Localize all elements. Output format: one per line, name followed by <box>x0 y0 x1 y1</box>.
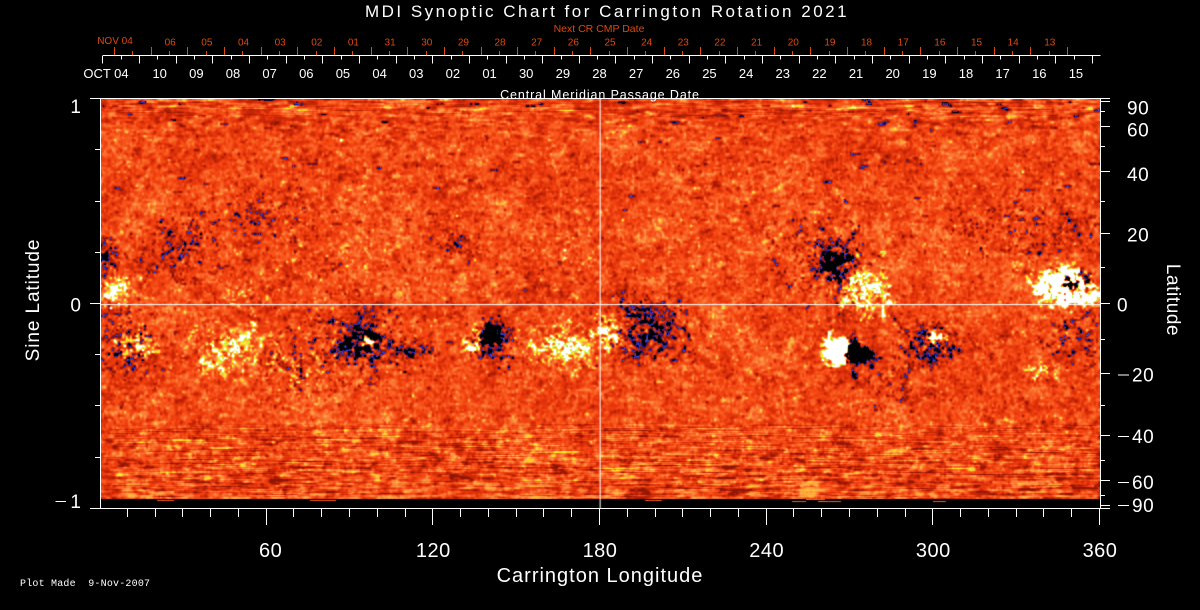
svg-text:60: 60 <box>259 540 282 562</box>
svg-text:27: 27 <box>629 66 643 81</box>
svg-text:28: 28 <box>592 66 606 81</box>
svg-text:25: 25 <box>604 38 616 49</box>
svg-text:19: 19 <box>824 38 836 49</box>
svg-text:240: 240 <box>749 540 784 562</box>
svg-text:07: 07 <box>262 66 276 81</box>
svg-text:40: 40 <box>1132 427 1154 448</box>
svg-text:0: 0 <box>70 296 81 317</box>
svg-text:29: 29 <box>458 38 470 49</box>
svg-text:24: 24 <box>641 38 653 49</box>
svg-text:17: 17 <box>995 66 1009 81</box>
svg-text:25: 25 <box>702 66 716 81</box>
svg-text:13: 13 <box>1044 38 1056 49</box>
svg-text:28: 28 <box>494 38 506 49</box>
svg-text:23: 23 <box>678 38 690 49</box>
svg-text:90: 90 <box>1127 99 1149 120</box>
svg-text:60: 60 <box>1132 473 1154 494</box>
svg-text:300: 300 <box>916 540 951 562</box>
svg-text:17: 17 <box>898 38 910 49</box>
svg-text:26: 26 <box>666 66 680 81</box>
svg-text:01: 01 <box>348 38 360 49</box>
svg-text:90: 90 <box>1132 496 1154 517</box>
svg-text:20: 20 <box>885 66 899 81</box>
svg-text:24: 24 <box>739 66 753 81</box>
svg-text:30: 30 <box>519 66 533 81</box>
svg-text:29: 29 <box>556 66 570 81</box>
svg-text:20: 20 <box>1127 226 1149 247</box>
svg-text:26: 26 <box>568 38 580 49</box>
svg-text:27: 27 <box>531 38 543 49</box>
svg-text:30: 30 <box>421 38 433 49</box>
svg-text:22: 22 <box>812 66 826 81</box>
svg-text:1: 1 <box>70 492 81 513</box>
svg-text:14: 14 <box>1008 38 1020 49</box>
svg-text:01: 01 <box>482 66 496 81</box>
svg-text:60: 60 <box>1127 121 1149 142</box>
svg-text:04: 04 <box>238 38 250 49</box>
svg-text:05: 05 <box>336 66 350 81</box>
svg-text:21: 21 <box>849 66 863 81</box>
svg-text:15: 15 <box>1069 66 1083 81</box>
svg-text:18: 18 <box>959 66 973 81</box>
svg-text:1: 1 <box>70 97 81 118</box>
svg-text:03: 03 <box>409 66 423 81</box>
svg-text:02: 02 <box>446 66 460 81</box>
svg-text:21: 21 <box>751 38 763 49</box>
svg-text:06: 06 <box>165 38 177 49</box>
svg-text:180: 180 <box>583 540 618 562</box>
svg-text:10: 10 <box>152 66 166 81</box>
svg-text:40: 40 <box>1127 165 1149 186</box>
svg-text:22: 22 <box>714 38 726 49</box>
svg-text:16: 16 <box>934 38 946 49</box>
svg-text:04: 04 <box>372 66 386 81</box>
svg-text:OCT 04: OCT 04 <box>83 66 128 81</box>
svg-text:23: 23 <box>776 66 790 81</box>
svg-text:NOV 04: NOV 04 <box>97 36 133 47</box>
svg-text:20: 20 <box>1132 366 1154 387</box>
svg-text:05: 05 <box>201 38 213 49</box>
svg-text:0: 0 <box>1117 296 1128 317</box>
svg-text:02: 02 <box>311 38 323 49</box>
svg-text:08: 08 <box>226 66 240 81</box>
svg-text:15: 15 <box>971 38 983 49</box>
svg-text:120: 120 <box>416 540 451 562</box>
svg-text:03: 03 <box>275 38 287 49</box>
svg-text:20: 20 <box>788 38 800 49</box>
svg-text:19: 19 <box>922 66 936 81</box>
svg-text:360: 360 <box>1083 540 1118 562</box>
svg-text:06: 06 <box>299 66 313 81</box>
svg-text:09: 09 <box>189 66 203 81</box>
svg-text:16: 16 <box>1032 66 1046 81</box>
svg-text:31: 31 <box>385 38 397 49</box>
svg-text:18: 18 <box>861 38 873 49</box>
